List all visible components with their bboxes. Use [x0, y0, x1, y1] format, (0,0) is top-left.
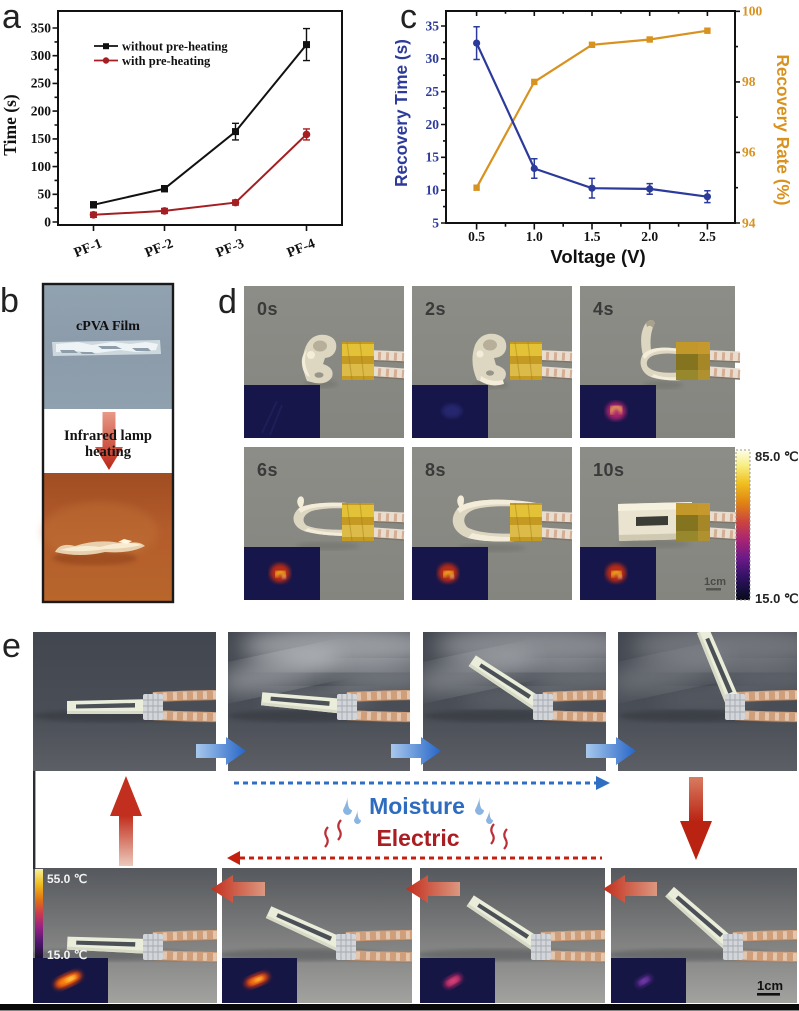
svg-text:15.0 ℃: 15.0 ℃	[755, 591, 799, 606]
svg-text:c: c	[400, 0, 417, 36]
svg-text:30: 30	[426, 51, 440, 66]
svg-text:4s: 4s	[593, 299, 614, 319]
svg-text:50: 50	[38, 187, 52, 202]
svg-text:150: 150	[31, 131, 52, 146]
svg-text:100: 100	[742, 4, 763, 19]
svg-text:1.0: 1.0	[526, 229, 543, 244]
svg-text:100: 100	[31, 159, 52, 174]
svg-text:Moisture: Moisture	[369, 793, 465, 819]
svg-text:94: 94	[742, 215, 756, 230]
svg-text:0.5: 0.5	[468, 229, 485, 244]
svg-text:6s: 6s	[257, 460, 278, 480]
svg-text:e: e	[2, 627, 21, 665]
svg-text:PF-1: PF-1	[72, 236, 104, 261]
svg-text:PF-2: PF-2	[143, 236, 175, 261]
svg-text:1cm: 1cm	[757, 978, 783, 993]
svg-text:1cm: 1cm	[704, 576, 726, 588]
svg-text:85.0 ℃: 85.0 ℃	[755, 449, 799, 464]
svg-text:0s: 0s	[257, 299, 278, 319]
svg-text:with pre-heating: with pre-heating	[122, 54, 211, 68]
svg-text:10: 10	[426, 183, 440, 198]
svg-text:25: 25	[426, 84, 440, 99]
svg-text:20: 20	[426, 117, 440, 132]
svg-text:98: 98	[742, 74, 756, 89]
svg-text:35: 35	[426, 18, 440, 33]
svg-text:55.0 ℃: 55.0 ℃	[47, 872, 87, 886]
svg-text:Voltage (V): Voltage (V)	[550, 246, 645, 267]
svg-text:96: 96	[742, 145, 756, 160]
svg-text:Time (s): Time (s)	[0, 94, 20, 156]
svg-text:Infrared lamp: Infrared lamp	[64, 428, 152, 444]
svg-text:a: a	[2, 0, 21, 36]
svg-text:2s: 2s	[425, 299, 446, 319]
svg-text:PF-4: PF-4	[285, 236, 317, 261]
svg-text:2.5: 2.5	[699, 229, 716, 244]
svg-text:8s: 8s	[425, 460, 446, 480]
svg-text:heating: heating	[85, 444, 132, 460]
svg-text:15: 15	[426, 150, 440, 165]
svg-text:PF-3: PF-3	[214, 236, 246, 261]
svg-text:d: d	[218, 283, 237, 321]
svg-text:cPVA Film: cPVA Film	[76, 319, 140, 334]
svg-text:0: 0	[44, 214, 51, 229]
svg-text:1.5: 1.5	[584, 229, 601, 244]
svg-text:Recovery Time (s): Recovery Time (s)	[395, 39, 411, 187]
svg-text:Electric: Electric	[376, 825, 459, 851]
svg-text:250: 250	[31, 76, 52, 91]
svg-text:350: 350	[31, 20, 52, 35]
svg-text:without pre-heating: without pre-heating	[122, 40, 228, 54]
svg-text:300: 300	[31, 48, 52, 63]
svg-text:200: 200	[31, 103, 52, 118]
svg-text:Recovery Rate (%): Recovery Rate (%)	[773, 55, 793, 206]
svg-text:15.0 ℃: 15.0 ℃	[47, 948, 87, 962]
svg-text:b: b	[0, 282, 19, 320]
svg-text:2.0: 2.0	[641, 229, 658, 244]
svg-text:5: 5	[432, 215, 439, 230]
svg-text:10s: 10s	[593, 460, 625, 480]
